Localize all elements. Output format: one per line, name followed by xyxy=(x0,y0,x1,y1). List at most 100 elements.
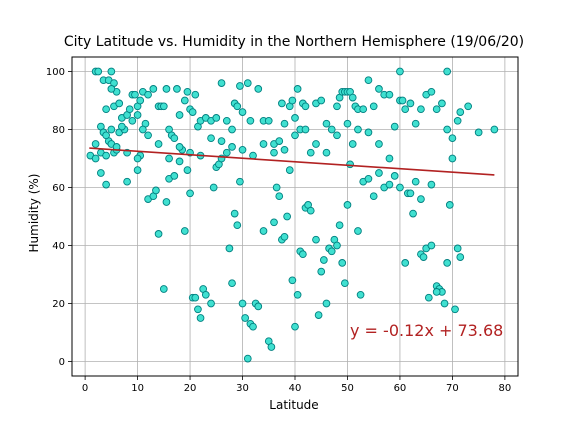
data-point xyxy=(186,189,194,198)
data-point xyxy=(249,322,257,331)
data-point xyxy=(417,105,425,114)
data-point xyxy=(306,148,315,157)
data-point xyxy=(180,96,189,105)
data-point xyxy=(267,343,276,351)
data-point xyxy=(152,186,160,195)
data-point xyxy=(396,183,404,192)
data-point xyxy=(246,116,255,125)
data-point xyxy=(230,209,239,218)
data-point xyxy=(217,137,226,145)
data-point xyxy=(322,299,331,308)
data-point xyxy=(327,125,336,134)
data-point xyxy=(451,305,459,314)
data-point xyxy=(343,201,352,209)
data-point xyxy=(453,244,462,253)
data-point xyxy=(364,174,373,183)
y-tick-label: 80 xyxy=(52,125,65,136)
data-point xyxy=(144,131,152,140)
data-point xyxy=(196,314,205,322)
data-point xyxy=(173,85,181,93)
data-point xyxy=(149,85,158,93)
data-point xyxy=(385,180,394,189)
data-point xyxy=(375,140,383,148)
y-tick-label: 20 xyxy=(52,299,65,310)
data-point xyxy=(272,183,281,192)
data-point xyxy=(162,198,171,206)
data-point xyxy=(314,311,323,319)
data-point xyxy=(228,143,236,151)
data-point xyxy=(443,67,452,76)
data-point xyxy=(401,259,410,267)
data-point xyxy=(432,288,441,296)
data-point xyxy=(97,169,105,177)
data-point xyxy=(327,247,336,256)
data-point xyxy=(233,102,242,111)
data-point xyxy=(301,125,310,134)
data-point xyxy=(222,148,231,157)
data-point xyxy=(170,134,179,143)
data-point xyxy=(175,143,184,151)
data-point xyxy=(107,67,116,76)
data-point xyxy=(288,276,297,285)
data-point xyxy=(333,102,341,111)
data-point xyxy=(212,114,221,122)
data-point xyxy=(183,166,192,174)
data-point xyxy=(285,166,294,174)
data-point xyxy=(398,96,407,105)
data-point xyxy=(259,227,268,235)
data-point xyxy=(159,102,168,111)
data-point xyxy=(183,87,192,96)
data-point xyxy=(354,125,362,134)
data-point xyxy=(222,116,231,125)
x-tick-label: 0 xyxy=(82,383,88,394)
data-point xyxy=(364,76,373,85)
data-point xyxy=(275,137,284,145)
data-point xyxy=(207,299,215,308)
data-point xyxy=(238,145,247,154)
data-point xyxy=(291,131,299,140)
data-point xyxy=(243,79,252,87)
x-axis-label: Latitude xyxy=(269,398,318,412)
data-point xyxy=(91,154,100,163)
data-point xyxy=(209,183,218,192)
data-point xyxy=(144,90,152,99)
x-tick-label: 60 xyxy=(394,383,407,394)
data-point xyxy=(207,134,215,143)
data-point xyxy=(165,154,173,163)
data-point xyxy=(417,195,425,203)
data-point xyxy=(448,154,457,163)
data-point xyxy=(259,140,268,148)
data-point xyxy=(335,221,344,230)
data-point xyxy=(453,116,462,125)
data-point xyxy=(159,285,168,293)
data-point xyxy=(406,189,415,198)
data-point xyxy=(291,322,299,331)
data-point xyxy=(102,105,110,114)
data-point xyxy=(264,116,273,125)
data-point xyxy=(280,119,289,128)
data-point xyxy=(133,154,142,163)
data-point xyxy=(427,87,436,96)
y-axis-label: Humidity (%) xyxy=(27,174,41,253)
data-point xyxy=(91,140,100,148)
data-point xyxy=(115,99,124,108)
regression-line xyxy=(89,147,495,176)
data-point xyxy=(456,253,465,261)
data-point xyxy=(333,241,341,250)
data-point xyxy=(411,177,420,186)
regression-line-group xyxy=(89,147,495,176)
x-tick-label: 20 xyxy=(184,383,197,394)
data-point xyxy=(293,85,302,93)
data-point xyxy=(125,105,134,114)
data-point xyxy=(312,140,320,148)
data-point xyxy=(354,227,362,235)
data-point xyxy=(102,131,110,140)
data-point xyxy=(401,105,410,114)
y-tick-label: 0 xyxy=(59,357,65,368)
data-point xyxy=(123,177,131,186)
data-point xyxy=(170,172,179,180)
data-point xyxy=(369,192,378,201)
data-point xyxy=(306,206,315,215)
x-tick-label: 30 xyxy=(236,383,249,394)
